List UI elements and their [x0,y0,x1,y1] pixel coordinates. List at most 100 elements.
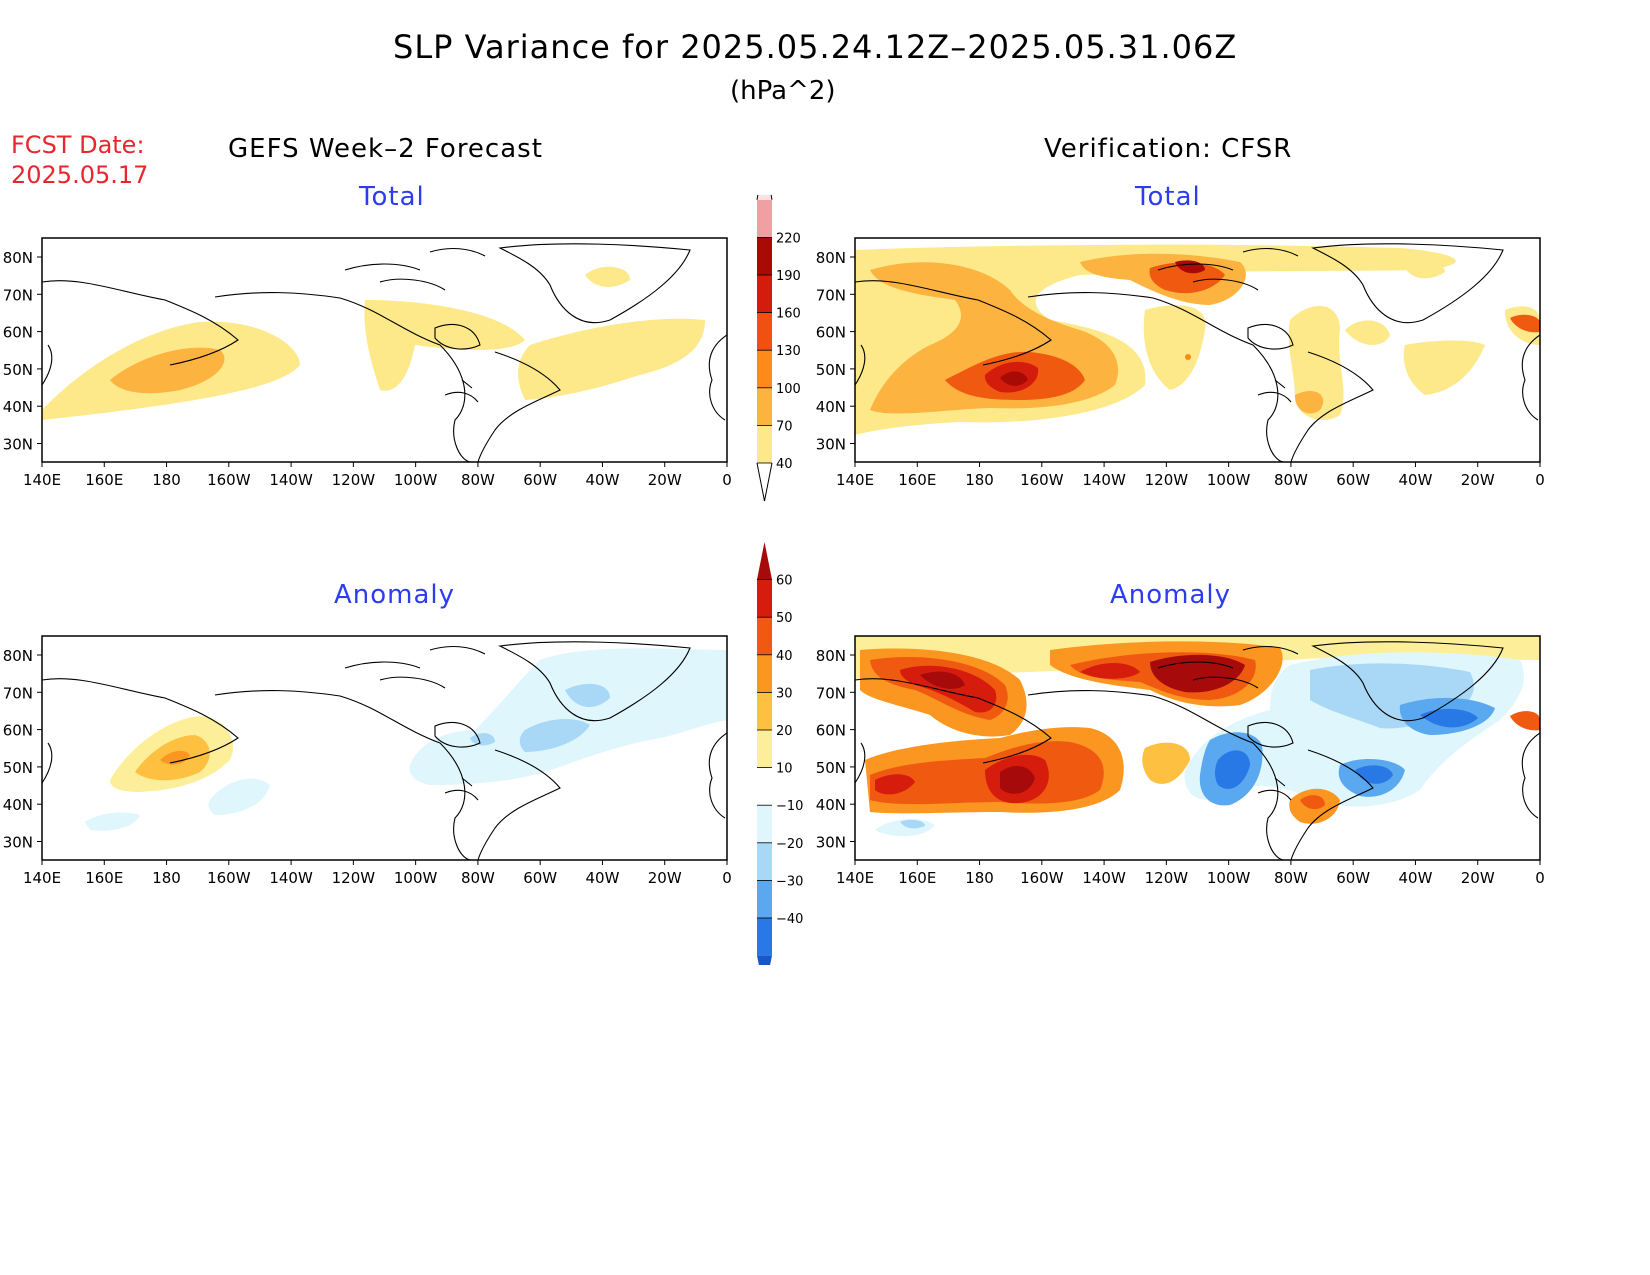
x-tick-label: 160E [85,471,123,489]
colorbar-total-box [757,425,772,463]
colorbar-total-label: 100 [776,382,801,397]
colorbar-anomaly-label: −10 [776,799,803,814]
x-tick-label: 20W [648,471,682,489]
colorbar-total-label: 40 [776,457,793,472]
y-tick-label: 70N [816,684,846,702]
colorbar-total-lower-arrow [756,462,773,502]
colorbar-anomaly-box [757,805,772,843]
frame-cfsr-total [854,237,1541,463]
colorbar-total-label: 220 [776,231,801,246]
colorbar-anomaly-box [757,579,772,618]
colorbar-anomaly-box [757,842,772,881]
coastlines-gefs-total [42,243,727,462]
x-tick-label: 180 [965,869,994,887]
colorbar-anomaly-label: −30 [776,874,803,889]
colorbar-anomaly-box [757,730,772,768]
frame-gefs-anomaly [41,635,728,861]
y-tick-label: 40N [816,796,846,814]
y-tick-label: 50N [3,759,33,777]
y-tick-label: 80N [3,249,33,267]
y-tick-label: 60N [3,324,33,342]
x-tick-label: 0 [722,869,732,887]
x-tick-label: 120W [332,869,376,887]
coastlines-cfsr-total [855,243,1540,462]
x-tick-label: 180 [965,471,994,489]
y-tick-label: 70N [816,286,846,304]
x-tick-label: 100W [394,869,438,887]
units-label: (hPa^2) [730,76,836,106]
x-tick-label: 100W [394,471,438,489]
colorbar-anomaly-label: 10 [776,762,793,777]
y-tick-label: 80N [3,647,33,665]
y-tick-label: 30N [816,436,846,454]
y-tick-label: 40N [3,398,33,416]
colorbar-anomaly-label: 30 [776,686,793,701]
colorbar-total-box [757,199,772,238]
colorbar-total-box [757,275,772,313]
x-tick-label: 80W [461,869,495,887]
colorbar-total-box [757,195,772,200]
y-tick-label: 80N [816,647,846,665]
colorbar-anomaly-label: 50 [776,611,793,626]
map-cfsr-total: 140E 160E 180 160W 140W 120W 100W 80W 60W 40W 20W 0… [816,237,1545,489]
colorbar-total-box [757,312,772,351]
colorbar-anomaly-box [757,617,772,655]
x-tick-label: 60W [1336,869,1370,887]
x-tick-label: 160W [207,869,251,887]
x-tick-label: 140W [269,471,313,489]
y-tick-label: 30N [3,834,33,852]
x-tick-label: 40W [585,869,619,887]
y-tick-label: 30N [3,436,33,454]
y-tick-label: 60N [3,722,33,740]
colorbar-anomaly-box [757,880,772,918]
fcst-date-block: FCST Date: 2025.05.17 [11,130,148,190]
x-tick-label: 160W [207,471,251,489]
x-tick-label: 120W [1145,869,1189,887]
fcst-date-label: FCST Date: [11,131,145,159]
colorbar-total-label: 70 [776,419,793,434]
colorbar-anomaly-box [757,692,772,730]
colorbar-anomaly-label: −40 [776,912,803,927]
x-tick-label: 0 [722,471,732,489]
panel-title-cfsr-total: Total [1135,182,1201,212]
x-tick-label: 80W [1274,471,1308,489]
frame-gefs-total [41,237,728,463]
y-tick-label: 60N [816,324,846,342]
x-tick-label: 0 [1535,471,1545,489]
coastlines-gefs-anomaly [42,641,727,860]
shading-gefs-anomaly [85,648,727,831]
x-tick-label: 160W [1020,471,1064,489]
x-tick-label: 20W [648,869,682,887]
right-column-title: Verification: CFSR [1044,134,1293,164]
shading-cfsr-anomaly [855,636,1540,837]
panel-title-gefs-anomaly: Anomaly [334,580,456,610]
colorbar-anomaly-lower-arrow [757,955,772,965]
x-tick-label: 60W [523,471,557,489]
x-tick-label: 120W [332,471,376,489]
x-tick-label: 40W [585,471,619,489]
y-tick-label: 70N [3,286,33,304]
colorbar-anomaly-box [757,767,772,806]
x-tick-label: 180 [152,471,181,489]
x-tick-label: 160W [1020,869,1064,887]
colorbar-total-label: 130 [776,344,801,359]
y-tick-label: 40N [3,796,33,814]
colorbar-anomaly: 60 50 40 30 20 10 −10 −20 −30 −40 [757,542,803,965]
x-tick-label: 60W [1336,471,1370,489]
x-tick-label: 100W [1207,869,1251,887]
x-tick-label: 180 [152,869,181,887]
x-tick-label: 160E [898,471,936,489]
coastlines-cfsr-anomaly [855,641,1540,860]
x-tick-label: 160E [85,869,123,887]
x-tick-label: 60W [523,869,557,887]
y-tick-label: 70N [3,684,33,702]
colorbar-anomaly-label: −20 [776,837,803,852]
x-tick-label: 80W [461,471,495,489]
x-tick-label: 40W [1398,471,1432,489]
colorbar-total-label: 160 [776,307,801,322]
colorbar-anomaly-box [757,918,772,956]
y-tick-label: 50N [3,361,33,379]
x-tick-label: 140W [1082,471,1126,489]
y-tick-label: 50N [816,759,846,777]
x-tick-label: 20W [1461,471,1495,489]
